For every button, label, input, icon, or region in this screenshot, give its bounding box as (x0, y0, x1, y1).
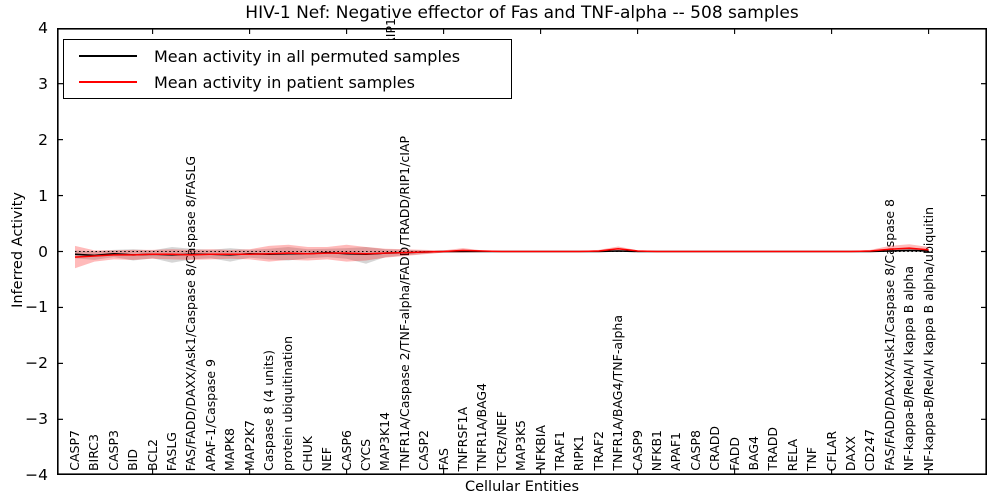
legend-entry-permuted: Mean activity in all permuted samples (64, 43, 511, 69)
y-tick-label: 0 (38, 242, 48, 261)
patient-mean-line (74, 247, 929, 258)
permuted-line-swatch (79, 55, 137, 57)
patient-band (75, 244, 929, 269)
y-tick-label: −2 (25, 354, 48, 373)
legend-label-patient: Mean activity in patient samples (154, 72, 415, 92)
y-tick-label: 3 (38, 74, 48, 93)
y-tick-label: −3 (25, 410, 48, 429)
y-tick-label: −4 (25, 466, 48, 485)
x-axis-title: Cellular Entities (464, 479, 580, 495)
y-axis-title: Inferred Activity (10, 192, 26, 308)
y-tick-label: 4 (38, 18, 48, 37)
chart-title: HIV-1 Nef: Negative effector of Fas and … (245, 3, 799, 23)
legend-entry-patient: Mean activity in patient samples (64, 69, 511, 95)
y-tick-label: 1 (38, 186, 48, 205)
patient-line-swatch (79, 81, 137, 83)
plot-area (57, 28, 987, 475)
y-tick-label: 2 (38, 130, 48, 149)
legend: Mean activity in all permuted samples Me… (63, 39, 512, 99)
axes-spines (57, 28, 987, 475)
y-tick-label: −1 (25, 298, 48, 317)
legend-label-permuted: Mean activity in all permuted samples (154, 46, 461, 66)
